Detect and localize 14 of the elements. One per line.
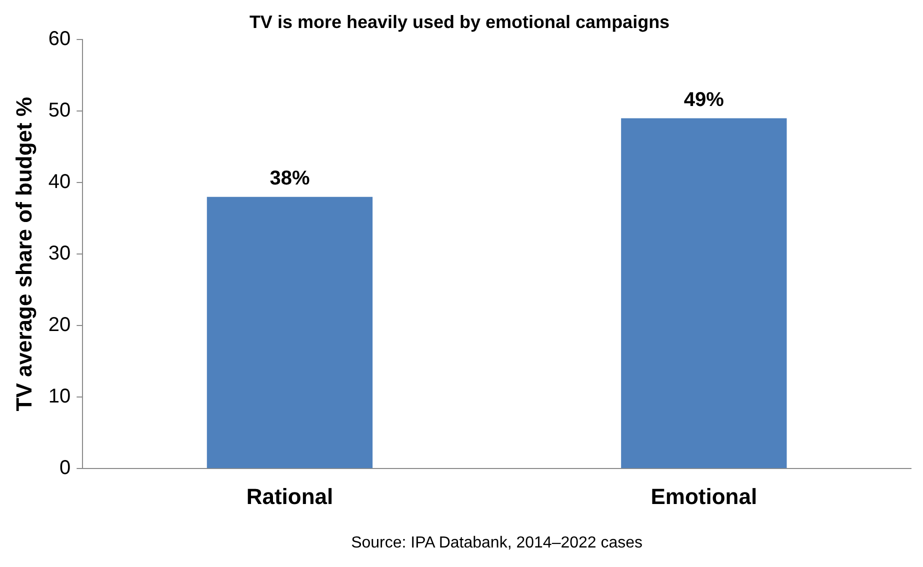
- y-tick-label: 40: [48, 171, 71, 194]
- y-tick-label: 10: [48, 386, 71, 408]
- data-label: 49%: [684, 88, 724, 111]
- data-label: 38%: [270, 167, 310, 190]
- chart-title: TV is more heavily used by emotional campaigns: [249, 12, 670, 32]
- x-tick-label: Emotional: [650, 484, 758, 509]
- y-tick-label: 30: [48, 242, 71, 265]
- y-tick-label: 60: [48, 28, 71, 50]
- y-tick-label: 50: [48, 100, 71, 122]
- x-tick-label: Rational: [246, 484, 334, 509]
- source-note: Source: IPA Databank, 2014–2022 cases: [351, 534, 643, 552]
- y-tick-label: 0: [60, 457, 71, 480]
- y-axis-title: TV average share of budget %: [11, 97, 36, 412]
- y-tick-label: 20: [48, 314, 71, 336]
